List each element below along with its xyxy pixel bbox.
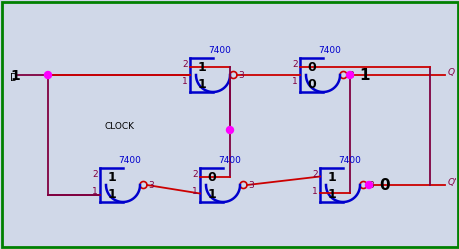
Text: 1: 1 <box>326 171 335 184</box>
Text: 1: 1 <box>10 69 20 83</box>
Text: 1: 1 <box>358 67 369 82</box>
Text: 1: 1 <box>182 76 188 85</box>
Text: 7400: 7400 <box>338 156 361 165</box>
Text: 0: 0 <box>207 171 215 184</box>
Text: D: D <box>10 73 17 83</box>
Text: 1: 1 <box>107 188 116 201</box>
Text: 1: 1 <box>197 61 206 74</box>
Text: CLOCK: CLOCK <box>105 122 134 130</box>
Text: 3: 3 <box>237 70 243 79</box>
Text: 7400: 7400 <box>318 46 341 55</box>
Text: 3: 3 <box>367 181 373 189</box>
Text: Q: Q <box>447 67 454 76</box>
FancyBboxPatch shape <box>2 2 457 247</box>
Text: 1: 1 <box>207 188 215 201</box>
Text: 7400: 7400 <box>218 156 241 165</box>
Text: 1: 1 <box>197 78 206 91</box>
Text: 1: 1 <box>107 171 116 184</box>
Text: 0: 0 <box>307 61 315 74</box>
Text: Q': Q' <box>447 178 457 187</box>
Text: 7400: 7400 <box>208 46 231 55</box>
Text: 2: 2 <box>92 170 98 179</box>
Text: 2: 2 <box>192 170 197 179</box>
Text: 1: 1 <box>192 187 197 195</box>
Text: 7400: 7400 <box>118 156 141 165</box>
Text: 3: 3 <box>347 70 353 79</box>
Circle shape <box>346 71 353 78</box>
Text: 1: 1 <box>326 188 335 201</box>
Circle shape <box>365 182 372 188</box>
Text: 1: 1 <box>312 187 317 195</box>
Circle shape <box>45 71 51 78</box>
Text: 2: 2 <box>182 60 188 68</box>
Circle shape <box>226 126 233 133</box>
Text: 1: 1 <box>291 76 297 85</box>
Text: 3: 3 <box>148 181 153 189</box>
Text: 3: 3 <box>247 181 253 189</box>
Text: 0: 0 <box>378 178 389 192</box>
Text: 0: 0 <box>307 78 315 91</box>
Text: 2: 2 <box>312 170 317 179</box>
Text: 1: 1 <box>92 187 98 195</box>
Text: 2: 2 <box>292 60 297 68</box>
